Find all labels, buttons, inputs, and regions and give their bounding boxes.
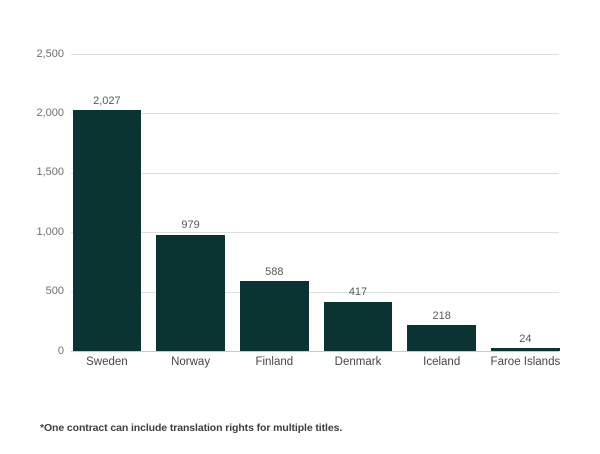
bar-norway: [156, 234, 225, 351]
gridline-1000: [71, 232, 559, 233]
plot-area: 0 500 1,000 1,500 2,000 2,500 2,027 Sweden 979 No…: [36, 48, 561, 368]
bar-denmark: [323, 301, 393, 351]
bar-value-label-norway: 979: [181, 219, 200, 232]
bar-sweden: [72, 110, 142, 351]
y-tick-label-0: 0: [57, 345, 64, 357]
bar-faroe-islands: [491, 348, 560, 351]
gridline-2000: [71, 113, 559, 114]
bar-value-label-denmark: 417: [348, 286, 368, 298]
x-axis-label-finland: Finland: [255, 355, 294, 368]
y-tick-label-1000: 1,000: [36, 226, 64, 238]
bar-value-label-sweden: 2,027: [93, 94, 121, 107]
bar-value-label-iceland: 218: [432, 309, 451, 322]
y-tick-label-500: 500: [45, 285, 64, 297]
bar-iceland: [407, 325, 476, 351]
bar-value-label-finland: 588: [265, 265, 284, 278]
x-axis-label-denmark: Denmark: [334, 355, 382, 368]
y-tick-label-2000: 2,000: [36, 107, 64, 119]
bar-value-label-faroe-islands: 24: [519, 332, 532, 345]
gridline-500: [71, 292, 559, 293]
bar-finland: [240, 281, 309, 351]
x-axis-label-faroe-islands: Faroe Islands: [490, 355, 561, 368]
x-axis-label-iceland: Iceland: [423, 355, 461, 368]
chart-footnote: *One contract can include translation ri…: [40, 422, 343, 434]
gridline-2500: [71, 54, 559, 55]
x-axis-label-sweden: Sweden: [86, 355, 128, 368]
y-tick-label-2500: 2,500: [36, 48, 64, 60]
gridline-1500: [71, 173, 559, 174]
x-axis-label-norway: Norway: [171, 355, 211, 368]
y-tick-label-1500: 1,500: [36, 166, 64, 178]
x-axis-line: [71, 351, 559, 352]
